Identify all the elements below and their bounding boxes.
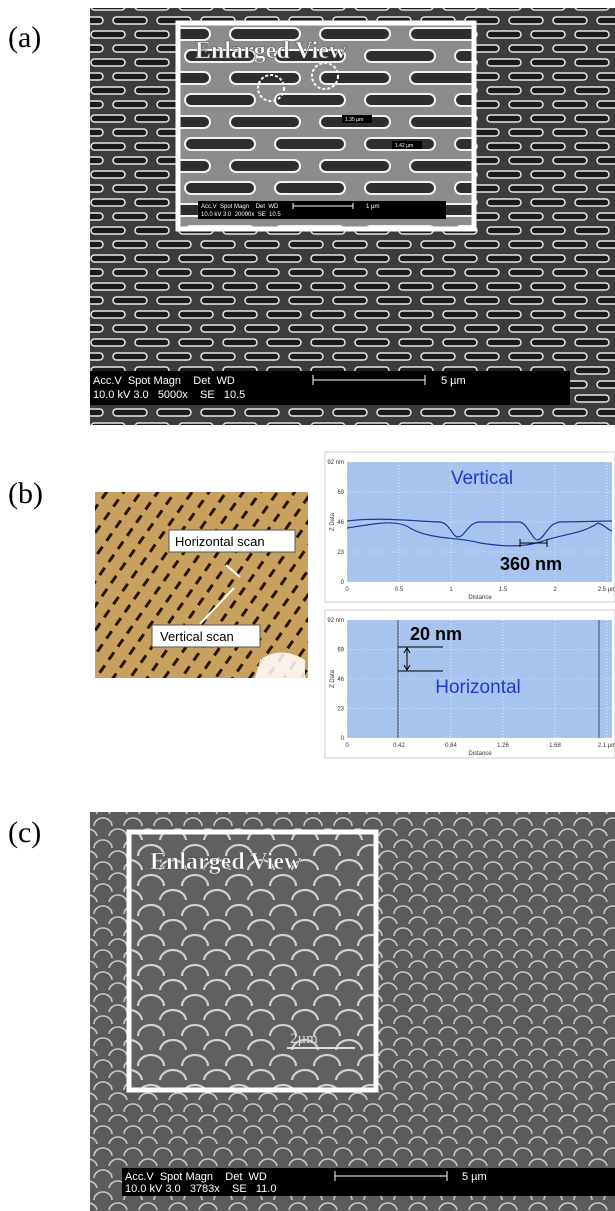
y-tick-label: 0: [341, 736, 345, 742]
y-tick-label: 92 nm: [327, 618, 344, 624]
y-tick-label: 23: [337, 707, 344, 713]
x-tick-label: 1.26: [497, 743, 509, 749]
x-tick-label: 0: [345, 743, 349, 749]
databar-header: Acc.V Spot Magn Det WD: [125, 1171, 267, 1183]
databar-header: Acc.V Spot Magn Det WD: [201, 204, 279, 210]
scale-label: 5 µm: [441, 375, 466, 387]
x-tick-label: 0.84: [445, 743, 457, 749]
inset-title: Enlarged View: [195, 38, 347, 64]
x-tick-label: 2.1 µm: [598, 743, 615, 749]
y-tick-label: 69: [337, 490, 344, 496]
measure: 1.35 µm: [345, 117, 363, 123]
figure: (a) Enlarged View 1.35 µm 1.42 µm Acc.V …: [0, 0, 615, 1211]
panel-label: (b): [8, 477, 43, 510]
callout-text: Horizontal scan: [175, 534, 265, 549]
scale-label: 2µm: [290, 1031, 318, 1047]
x-tick-label: 0.5: [395, 587, 404, 593]
annotation: 20 nm: [410, 624, 462, 644]
scale-label: 5 µm: [462, 1171, 487, 1183]
databar-values: 10.0 kV 3.0 20000x SE 10.5: [201, 212, 281, 218]
plot-title: Horizontal: [435, 677, 521, 698]
panel-label: (a): [8, 21, 41, 54]
scale-label: 1 µm: [366, 204, 379, 210]
axis-label: Z Data: [330, 512, 336, 531]
axis-label: Distance: [468, 595, 492, 601]
x-tick-label: 0.42: [393, 743, 405, 749]
axis-label: Z Data: [330, 669, 336, 688]
callout-text: Vertical scan: [160, 629, 234, 644]
y-tick-label: 23: [337, 550, 344, 556]
panel-label: (c): [8, 816, 41, 849]
axis-label: Distance: [468, 751, 492, 757]
x-tick-label: 2.5 µm: [598, 587, 615, 593]
plot-title: Vertical: [451, 468, 513, 489]
y-tick-label: 46: [337, 520, 344, 526]
y-tick-label: 46: [337, 677, 344, 683]
x-tick-label: 1: [449, 587, 453, 593]
databar-values: 10.0 kV 3.0 3783x SE 11.0: [125, 1183, 276, 1195]
y-tick-label: 0: [341, 580, 345, 586]
x-tick-label: 0: [345, 587, 349, 593]
measure: 1.42 µm: [395, 143, 413, 149]
x-tick-label: 1.5: [499, 587, 508, 593]
inset-title: Enlarged View: [150, 849, 302, 875]
databar-header: Acc.V Spot Magn Det WD: [93, 375, 235, 387]
afm-image: [95, 492, 308, 678]
y-tick-label: 69: [337, 648, 344, 654]
annotation: 360 nm: [500, 554, 562, 574]
x-tick-label: 2: [553, 587, 557, 593]
y-tick-label: 92 nm: [327, 460, 344, 466]
x-tick-label: 1.68: [549, 743, 561, 749]
databar-values: 10.0 kV 3.0 5000x SE 10.5: [93, 389, 245, 401]
